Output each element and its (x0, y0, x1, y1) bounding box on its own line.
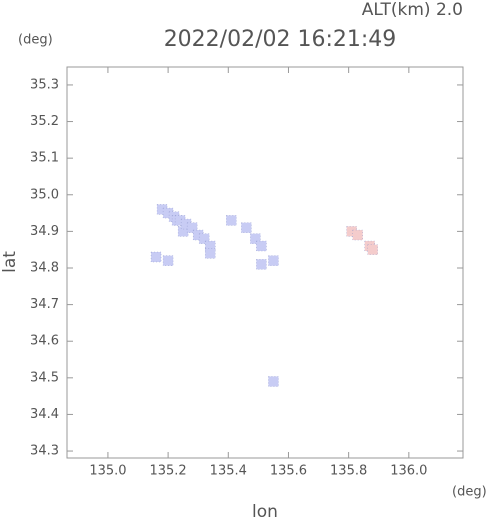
echo-point (268, 376, 279, 387)
echo-point (250, 233, 261, 244)
echo-point (205, 248, 216, 259)
y-tick-label: 35.3 (30, 77, 59, 92)
x-tick-label: 135.8 (330, 464, 367, 479)
echo-point (352, 229, 363, 241)
x-tick-label: 136.0 (390, 464, 427, 479)
echo-point (241, 222, 252, 233)
plot-frame (66, 66, 464, 459)
y-tick-label: 34.8 (30, 260, 59, 275)
echo-point (367, 244, 378, 255)
x-tick-label: 135.2 (149, 464, 186, 479)
echo-point (256, 240, 267, 252)
y-axis-label: lat (0, 251, 20, 273)
y-tick-label: 34.5 (30, 370, 59, 385)
echo-point (150, 251, 162, 263)
y-tick-label: 35.0 (30, 187, 59, 202)
y-tick-label: 34.9 (30, 224, 59, 239)
echo-point (162, 255, 174, 266)
y-tick-label: 34.4 (30, 407, 59, 422)
x-tick-label: 135.6 (270, 464, 307, 479)
y-tick-label: 35.1 (30, 151, 59, 166)
y-tick-label: 34.6 (30, 334, 59, 349)
echo-point (199, 233, 210, 244)
echo-point (268, 255, 279, 266)
chart-title: 2022/02/02 16:21:49 (164, 27, 397, 52)
x-tick-label: 135.4 (210, 464, 247, 479)
x-unit: (deg) (452, 485, 487, 500)
y-tick-label: 34.3 (30, 444, 59, 459)
echo-point (186, 222, 198, 233)
echo-point (226, 215, 237, 226)
y-unit: (deg) (18, 33, 53, 48)
echo-point (256, 259, 267, 270)
x-axis-label: lon (252, 502, 278, 521)
y-tick-label: 35.2 (30, 114, 59, 129)
chart-subtitle: ALT(km) 2.0 (362, 0, 463, 20)
x-tick-label: 135.0 (89, 464, 126, 479)
y-tick-label: 34.7 (30, 297, 59, 312)
